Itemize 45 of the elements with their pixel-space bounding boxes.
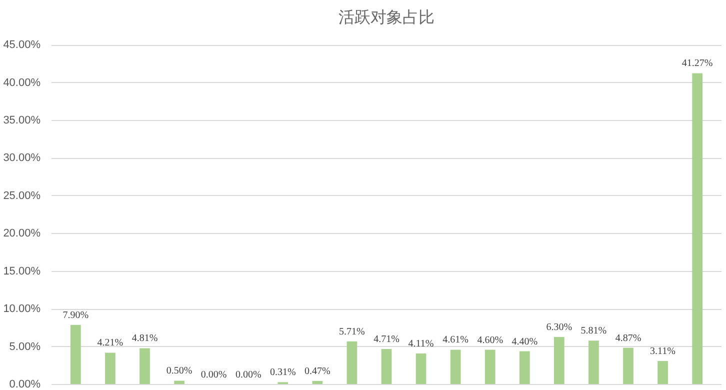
data-label: 4.60% <box>477 334 504 346</box>
y-tick-label: 15.00% <box>3 265 41 278</box>
y-tick-label: 45.00% <box>3 39 41 52</box>
bar <box>346 341 358 384</box>
y-tick-label: 30.00% <box>3 152 41 164</box>
data-label: 4.40% <box>512 336 538 348</box>
data-label: 7.90% <box>62 310 89 321</box>
bar <box>692 73 703 384</box>
data-label: 5.71% <box>339 326 365 338</box>
y-tick-label: 5.00% <box>9 340 41 353</box>
data-label: 4.81% <box>132 333 158 344</box>
bar <box>450 350 461 384</box>
bar <box>588 340 599 384</box>
y-tick-label: 20.00% <box>3 228 41 240</box>
bar <box>623 348 634 384</box>
bar <box>416 354 426 384</box>
bar <box>140 348 150 384</box>
data-label: 4.11% <box>408 338 434 350</box>
y-tick-label: 35.00% <box>3 114 41 127</box>
data-label: 0.50% <box>166 366 192 377</box>
data-label: 41.27% <box>682 58 713 70</box>
bar <box>658 361 668 384</box>
data-label: 0.00% <box>200 370 227 380</box>
y-tick-label: 40.00% <box>3 76 41 89</box>
y-tick-label: 25.00% <box>3 190 41 202</box>
y-tick-label: 10.00% <box>3 303 41 316</box>
chart-title: 活跃对象占比 <box>338 8 434 26</box>
data-label: 0.47% <box>304 366 330 377</box>
data-label: 5.81% <box>580 326 607 337</box>
bar <box>519 351 530 384</box>
data-label: 6.30% <box>546 322 572 333</box>
bar <box>554 336 564 384</box>
data-label: 4.87% <box>615 332 642 344</box>
y-tick-label: 0.00% <box>9 378 41 390</box>
data-label: 4.71% <box>374 334 400 345</box>
data-label: 4.61% <box>442 334 468 346</box>
bar <box>174 380 184 384</box>
bar <box>381 348 392 384</box>
bar <box>484 350 496 384</box>
data-label: 4.21% <box>97 338 124 349</box>
bar <box>105 352 116 384</box>
bar <box>70 324 81 384</box>
data-label: 3.11% <box>650 346 676 358</box>
data-label: 0.00% <box>235 370 262 380</box>
data-label: 0.31% <box>270 367 296 378</box>
